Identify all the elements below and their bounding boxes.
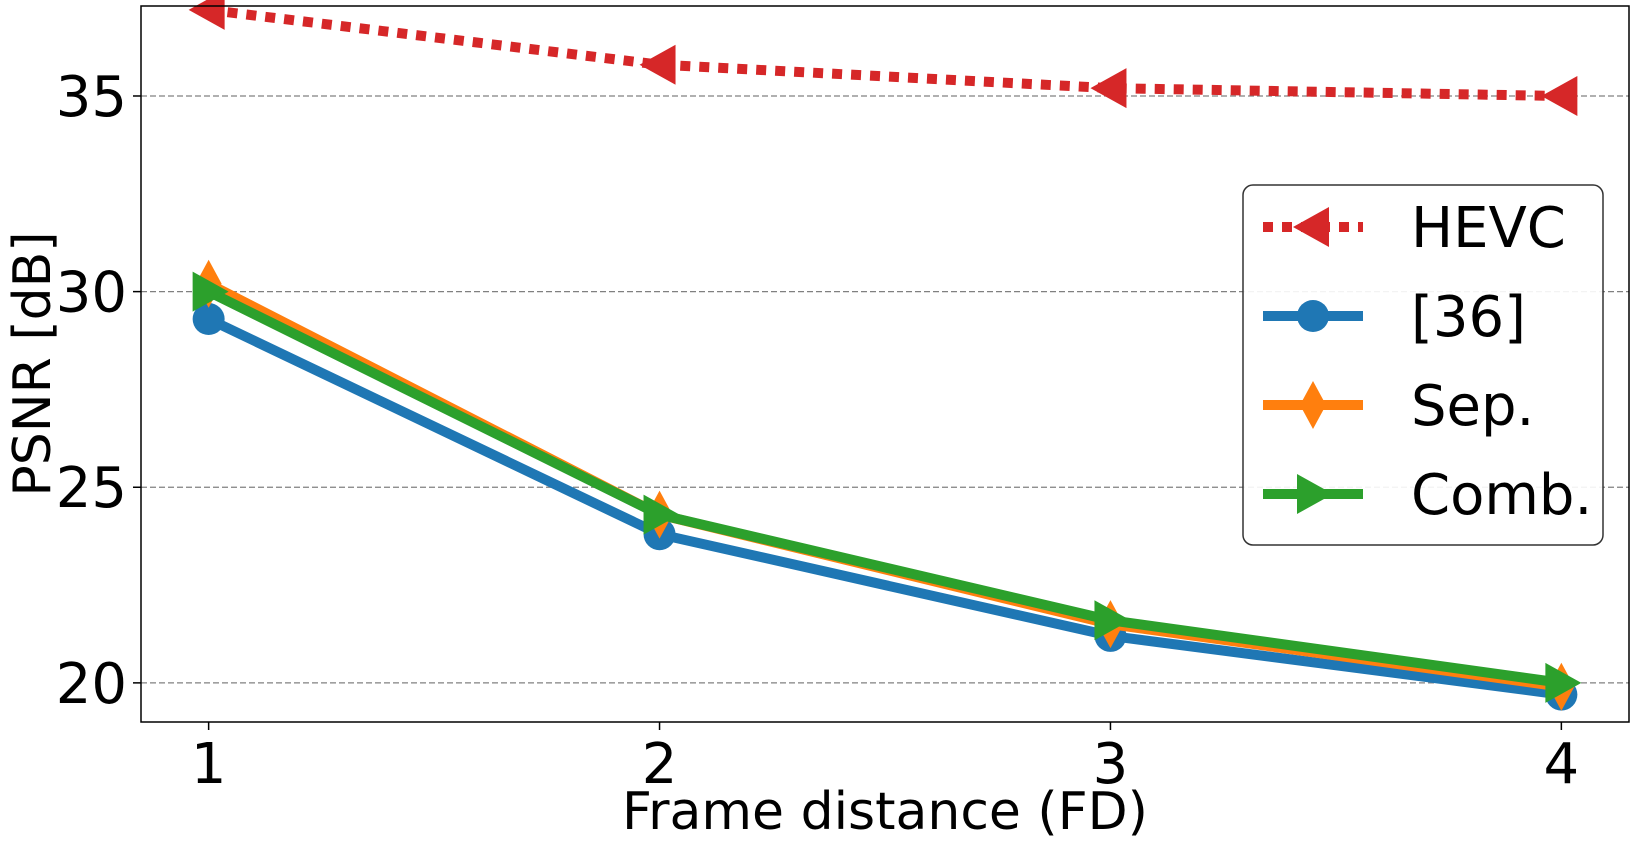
x-tick-label: 1: [191, 732, 227, 797]
legend-swatch-marker: [1297, 474, 1333, 514]
data-point-comb: [1545, 662, 1582, 703]
legend-swatch-marker: [1300, 381, 1326, 429]
data-point-comb: [1094, 600, 1131, 641]
axes-group: 20 25 30 35 1 2 3 4: [56, 65, 1579, 797]
series-line-hevc: [208, 4, 1562, 101]
legend-label: Sep.: [1411, 374, 1534, 439]
x-axis-label: Frame distance (FD): [622, 782, 1148, 840]
y-tick-label: 25: [56, 456, 127, 521]
grid-lines: [141, 95, 1629, 684]
legend-label: [36]: [1411, 285, 1526, 350]
y-axis-label: PSNR [dB]: [3, 231, 63, 496]
y-tick-label: 35: [56, 65, 127, 130]
series-hevc: [188, 0, 1578, 116]
legend-label: Comb.: [1411, 463, 1592, 528]
legend-entry-hevc: HEVC: [1263, 196, 1566, 261]
legend-swatch-marker: [1297, 300, 1329, 332]
series-line-36: [206, 314, 1563, 700]
data-point-36: [192, 303, 225, 336]
data-point-comb: [192, 271, 229, 312]
y-tick-label: 30: [56, 261, 127, 326]
legend-label: HEVC: [1411, 196, 1566, 261]
data-point-hevc: [1090, 68, 1127, 109]
legend-box: [1242, 184, 1604, 546]
data-point-hevc: [1541, 75, 1578, 116]
series-group: [188, 0, 1582, 711]
x-tick-label: 2: [642, 732, 678, 797]
y-tick-label: 20: [56, 652, 127, 717]
x-tick-label: 4: [1544, 732, 1580, 797]
data-point-hevc: [639, 44, 676, 85]
legend-entry-comb: Comb.: [1263, 463, 1592, 528]
legend-entry-sep: Sep.: [1263, 374, 1534, 439]
data-point-comb: [643, 494, 680, 535]
series-line-comb: [206, 287, 1563, 688]
data-point-hevc: [188, 0, 225, 30]
series-comb: [192, 271, 1582, 703]
legend-swatch-marker: [1293, 207, 1329, 247]
legend: HEVC [36] Sep. Comb.: [1242, 184, 1604, 546]
legend-entry-36: [36]: [1263, 285, 1526, 350]
plot-area-frame: [140, 5, 1630, 723]
x-tick-label: 3: [1093, 732, 1129, 797]
